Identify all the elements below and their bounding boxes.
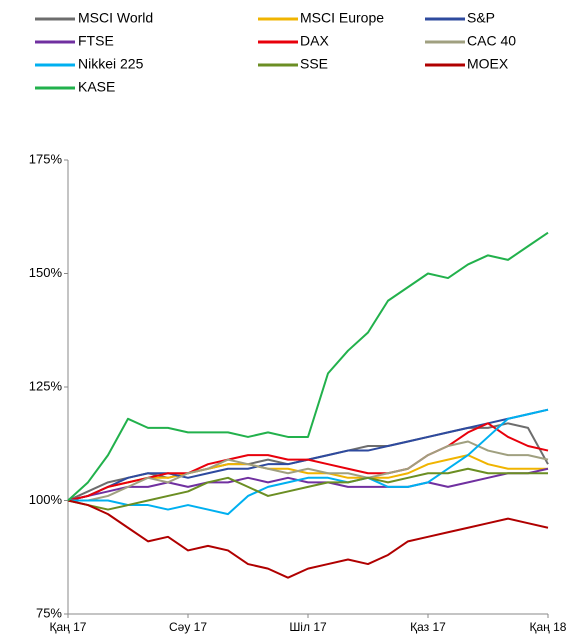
y-tick-label: 75% (36, 605, 62, 620)
y-tick-label: 125% (29, 378, 63, 393)
legend-label: Nikkei 225 (78, 56, 144, 72)
series-line (68, 440, 549, 502)
series-line (67, 231, 549, 502)
series-line (68, 408, 549, 516)
legend-label: MSCI World (78, 10, 153, 26)
legend-label: MOEX (467, 56, 509, 72)
y-tick-label: 175% (29, 151, 63, 166)
x-tick-label: Сәу 17 (169, 620, 207, 634)
legend-label: DAX (300, 33, 329, 49)
legend-label: MSCI Europe (300, 10, 384, 26)
x-tick-label: Қаз 17 (410, 620, 446, 634)
legend-label: CAC 40 (467, 33, 516, 49)
series-line (67, 499, 549, 579)
legend-label: S&P (467, 10, 495, 26)
x-tick-label: Қаң 17 (50, 620, 87, 634)
x-tick-label: Қаң 18 (530, 620, 567, 634)
x-tick-label: Шіл 17 (289, 620, 327, 634)
y-tick-label: 100% (29, 492, 63, 507)
y-tick-label: 150% (29, 265, 63, 280)
legend-label: FTSE (78, 33, 114, 49)
series-line (67, 467, 549, 502)
legend-label: SSE (300, 56, 328, 72)
legend-label: KASE (78, 79, 115, 95)
series-line (67, 467, 548, 511)
